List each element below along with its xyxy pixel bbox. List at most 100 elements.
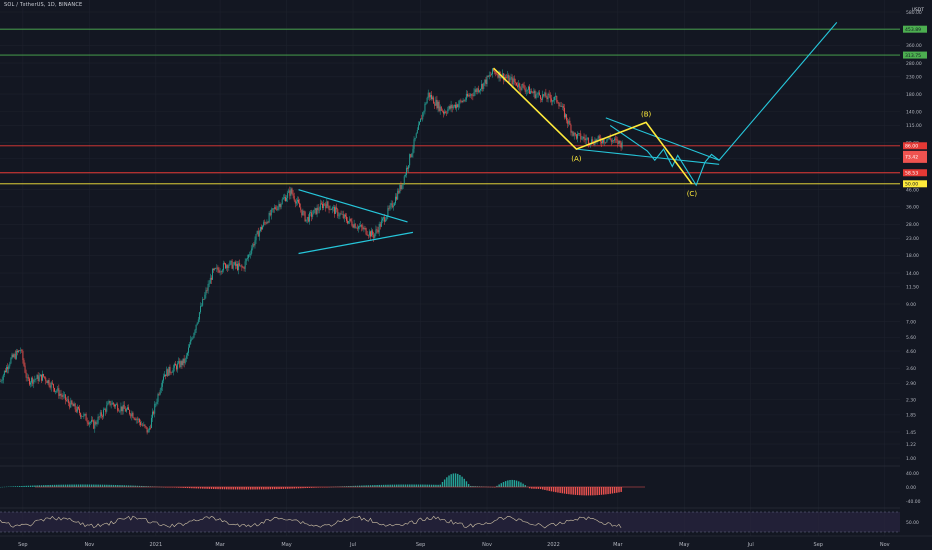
macd-bar	[276, 487, 278, 490]
candle-body	[536, 93, 538, 95]
candle-body	[524, 88, 526, 92]
price-tick: 1.85	[906, 413, 916, 419]
candle-body	[59, 393, 61, 396]
macd-bar	[280, 487, 282, 489]
candle-body	[366, 234, 368, 236]
candle-body	[168, 366, 170, 376]
macd-bar	[228, 487, 230, 490]
candle-body	[106, 405, 108, 412]
candle-body	[235, 264, 237, 266]
macd-bar	[500, 483, 503, 487]
candle-body	[164, 374, 165, 377]
macd-bar	[73, 484, 75, 487]
candle-body	[619, 140, 621, 144]
candle-body	[363, 227, 365, 230]
candle-body	[60, 393, 62, 396]
candle-body	[513, 78, 515, 82]
candle-body	[323, 203, 325, 209]
candle-body	[399, 184, 401, 193]
price-tag	[903, 25, 927, 33]
macd-bar	[609, 487, 611, 494]
macd-bar	[544, 487, 546, 490]
candle-body	[420, 118, 422, 122]
macd-bar	[576, 487, 579, 496]
candle-body	[459, 100, 461, 105]
macd-bar	[352, 485, 354, 487]
candle-body	[546, 97, 548, 100]
macd-bar	[465, 481, 468, 487]
candle-body	[156, 401, 158, 404]
candle-body	[500, 77, 502, 79]
candle-body	[417, 124, 419, 130]
candle-body	[113, 404, 115, 407]
time-tick: May	[679, 542, 689, 548]
candle-body	[219, 271, 221, 273]
candle-body	[111, 402, 113, 405]
price-tick: 5.60	[906, 335, 916, 341]
candle-body	[209, 277, 211, 284]
macd-bar	[620, 487, 622, 492]
candle-body	[131, 412, 133, 417]
candle-body	[137, 419, 139, 420]
candle-body	[547, 93, 549, 100]
macd-bar	[308, 487, 311, 488]
time-tick: Nov	[84, 542, 94, 548]
candle-body	[517, 85, 519, 87]
candle-body	[174, 363, 176, 366]
candle-body	[95, 421, 97, 424]
macd-bar	[311, 487, 313, 488]
macd-bar	[289, 487, 291, 489]
candle-body	[352, 225, 354, 228]
macd-bar	[350, 485, 352, 487]
candle-body	[19, 350, 21, 352]
macd-bar	[29, 485, 32, 487]
candle-body	[99, 412, 101, 417]
macd-bar	[88, 484, 91, 487]
time-tick: 2021	[149, 542, 162, 548]
price-tag	[903, 169, 927, 177]
macd-bar	[193, 487, 195, 489]
candle-body	[518, 83, 520, 87]
macd-bar	[51, 484, 54, 487]
candle-body	[130, 414, 132, 417]
candle-body	[193, 333, 195, 338]
candle-body	[344, 214, 346, 217]
candle-body	[218, 269, 220, 273]
macd-bar	[518, 481, 520, 487]
macd-tick: 0.00	[906, 485, 916, 491]
candle-body	[107, 402, 109, 406]
candle-body	[322, 203, 323, 209]
macd-bar	[267, 487, 269, 490]
candle-body	[349, 218, 351, 222]
candle-body	[228, 265, 230, 268]
candle-body	[189, 344, 191, 348]
macd-bar	[32, 485, 34, 487]
candle-body	[328, 205, 330, 210]
candle-body	[56, 390, 58, 392]
macd-bar	[358, 485, 361, 487]
candle-body	[72, 404, 74, 407]
price-tick: 36.00	[906, 205, 919, 211]
candle-body	[486, 75, 488, 85]
macd-bar	[511, 479, 513, 487]
candle-body	[469, 95, 471, 96]
candle-body	[21, 350, 23, 352]
candle-body	[128, 407, 130, 410]
candle-body	[395, 196, 396, 204]
candle-body	[299, 202, 301, 208]
macd-bar	[502, 482, 505, 487]
macd-bar	[58, 484, 60, 487]
candle-body	[133, 417, 135, 419]
candle-body	[265, 222, 267, 224]
macd-bar	[10, 486, 12, 487]
triangle-trendline	[298, 231, 414, 255]
macd-bar	[417, 484, 420, 487]
candle-body	[262, 226, 264, 230]
candle-body	[7, 367, 9, 370]
candle-body	[526, 89, 528, 91]
macd-bar	[101, 484, 104, 487]
macd-bar	[223, 487, 226, 490]
candle-body	[89, 422, 91, 423]
candle-body	[84, 413, 86, 415]
